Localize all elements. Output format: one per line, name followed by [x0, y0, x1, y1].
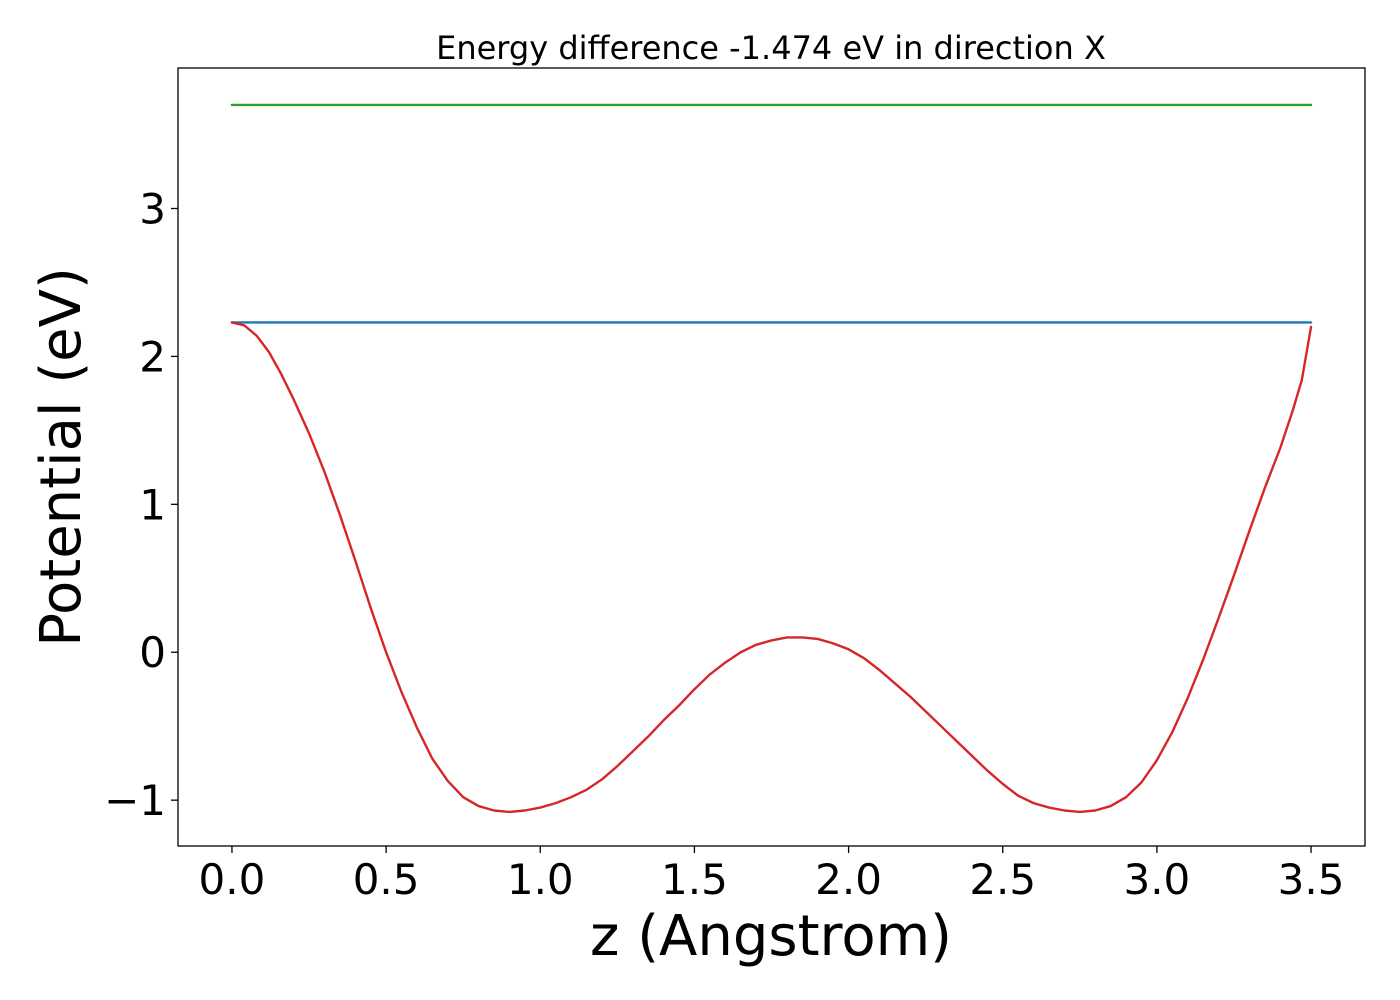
- x-tick-label: 3.0: [1123, 855, 1190, 904]
- x-tick-label: 0.5: [353, 855, 420, 904]
- x-tick-label: 2.5: [969, 855, 1036, 904]
- y-tick-label: −1: [104, 776, 166, 825]
- series-group: [230, 103, 1313, 814]
- series-line-2: [230, 321, 1313, 814]
- x-tick-label: 1.0: [507, 855, 574, 904]
- x-tick-label: 3.5: [1278, 855, 1345, 904]
- x-axis-label: z (Angstrom): [590, 904, 952, 969]
- y-tick-label: 3: [139, 185, 166, 234]
- y-tick-label: 2: [139, 332, 166, 381]
- y-tick-label: 1: [139, 480, 166, 529]
- x-tick-label: 1.5: [661, 855, 728, 904]
- x-axis-ticks: 0.0 0.5 1.0 1.5 2.0 2.5 3.0 3.5: [199, 846, 1345, 904]
- x-tick-label: 0.0: [199, 855, 266, 904]
- chart-title: Energy difference -1.474 eV in direction…: [436, 29, 1106, 67]
- plot-frame: [177, 67, 1366, 847]
- y-axis-label: Potential (eV): [29, 267, 94, 647]
- y-axis-ticks: −1 0 1 2 3: [104, 185, 178, 825]
- y-tick-label: 0: [139, 628, 166, 677]
- x-tick-label: 2.0: [815, 855, 882, 904]
